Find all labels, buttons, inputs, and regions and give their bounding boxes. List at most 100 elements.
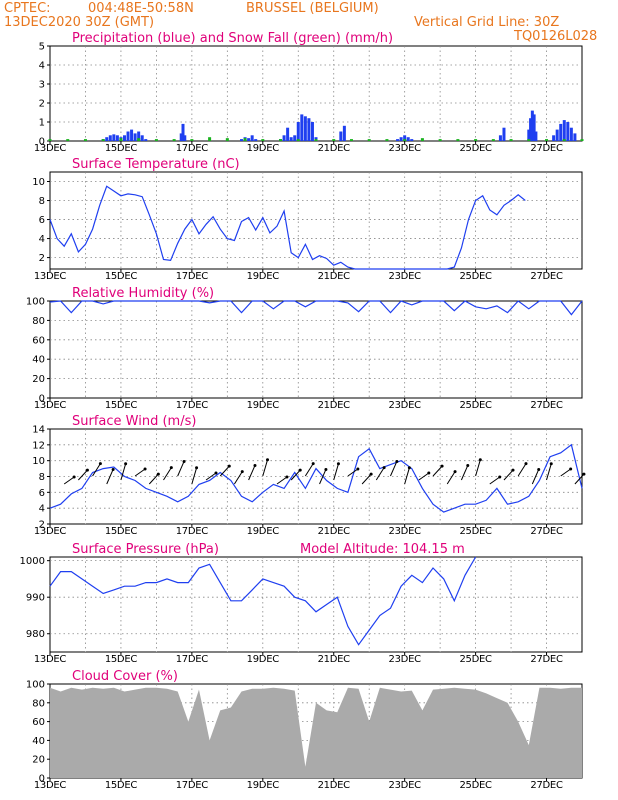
- snow-bar: [154, 139, 158, 141]
- wind-arrow-head: [511, 468, 515, 472]
- wind-arrow-head: [124, 462, 128, 466]
- x-tick-label: 17DEC: [176, 780, 209, 791]
- wind-arrow: [503, 469, 514, 481]
- wind-arrow: [517, 463, 527, 477]
- x-tick-label: 27DEC: [530, 143, 563, 154]
- y-tick-label: 40: [32, 355, 45, 366]
- wind-arrow-head: [356, 467, 360, 471]
- y-tick-label: 3: [39, 80, 45, 91]
- wind-arrow: [432, 465, 443, 477]
- wind-arrow: [489, 476, 501, 485]
- wind-arrow: [234, 471, 243, 485]
- precip-bar: [282, 135, 286, 141]
- wind-arrow: [262, 459, 268, 477]
- x-tick-label: 17DEC: [176, 526, 209, 537]
- panel-frame: [49, 45, 583, 142]
- snow-bar: [119, 138, 123, 141]
- x-tick-label: 21DEC: [318, 654, 351, 665]
- header-run: 13DEC2020 30Z (GMT): [4, 15, 154, 30]
- x-tick-label: 23DEC: [389, 654, 422, 665]
- x-tick-label: 23DEC: [389, 400, 422, 411]
- snow-bar: [48, 139, 52, 141]
- y-tick-label: 1000: [20, 556, 45, 567]
- precip-bar: [183, 135, 187, 141]
- precip-bar: [527, 129, 531, 141]
- y-tick-label: 4: [39, 504, 45, 515]
- y-tick-label: 8: [39, 472, 45, 483]
- x-tick-label: 21DEC: [318, 780, 351, 791]
- precip-bar: [130, 129, 134, 141]
- precip-bar: [108, 135, 112, 141]
- x-tick-label: 23DEC: [389, 271, 422, 282]
- precip-bar: [555, 129, 559, 141]
- wind-arrow: [446, 471, 456, 485]
- precip-bar: [310, 122, 314, 141]
- x-tick-label: 15DEC: [105, 526, 138, 537]
- series-line: [49, 556, 477, 646]
- wind-arrow: [475, 459, 481, 477]
- wind-arrow: [63, 476, 75, 485]
- cloud-area: [50, 687, 582, 778]
- x-tick-label: 25DEC: [459, 271, 492, 282]
- wind-arrow: [219, 465, 230, 477]
- y-tick-label: 990: [26, 593, 45, 604]
- precip-bar: [240, 139, 244, 141]
- wind-arrow-head: [466, 463, 470, 467]
- wind-arrow: [418, 472, 430, 481]
- precip-bar: [532, 114, 536, 141]
- x-tick-label: 21DEC: [318, 271, 351, 282]
- snow-bar: [367, 139, 371, 141]
- x-tick-label: 23DEC: [389, 780, 422, 791]
- y-tick-label: 10: [32, 456, 45, 467]
- precip-bar: [573, 133, 577, 141]
- x-tick-label: 17DEC: [176, 143, 209, 154]
- wind-arrow: [460, 465, 469, 481]
- header-station: BRUSSEL (BELGIUM): [246, 1, 379, 16]
- y-tick-label: 20: [32, 755, 45, 766]
- y-tick-label: 100: [26, 297, 45, 308]
- snow-bar: [66, 139, 70, 141]
- panel-title: Surface Pressure (hPa): [72, 542, 219, 557]
- precip-bar: [133, 133, 137, 141]
- x-tick-label: 19DEC: [247, 780, 280, 791]
- x-tick-label: 27DEC: [530, 526, 563, 537]
- x-tick-label: 27DEC: [530, 400, 563, 411]
- x-tick-label: 25DEC: [459, 143, 492, 154]
- wind-arrow-head: [395, 459, 399, 463]
- precip-bar: [569, 127, 573, 141]
- wind-arrow: [361, 473, 372, 485]
- wind-arrow: [546, 463, 552, 481]
- x-tick-label: 13DEC: [34, 400, 67, 411]
- precip-bar: [254, 139, 258, 141]
- wind-arrow-head: [214, 471, 218, 475]
- wind-arrow-head: [169, 466, 173, 470]
- wind-arrow: [319, 469, 327, 485]
- wind-arrow-head: [266, 458, 270, 462]
- wind-arrow-head: [440, 464, 444, 468]
- precip-bar: [296, 122, 300, 141]
- panel-frame: [49, 556, 583, 653]
- x-tick-label: 13DEC: [34, 526, 67, 537]
- header-coordinates: 004:48E-50:58N: [88, 1, 194, 16]
- precip-bar: [529, 118, 533, 141]
- wind-arrow: [560, 468, 571, 477]
- precip-bar: [300, 114, 304, 141]
- x-tick-label: 19DEC: [247, 526, 280, 537]
- y-tick-label: 40: [32, 736, 45, 747]
- wind-arrow-head: [72, 475, 76, 479]
- snow-bar: [403, 139, 407, 141]
- wind-arrow: [78, 469, 88, 481]
- y-tick-label: 12: [32, 440, 45, 451]
- x-tick-label: 19DEC: [247, 400, 280, 411]
- x-tick-label: 19DEC: [247, 271, 280, 282]
- snow-bar: [225, 138, 229, 141]
- wind-arrow-head: [324, 467, 328, 471]
- header-grid-note: Vertical Grid Line: 30Z: [414, 15, 559, 30]
- x-tick-label: 15DEC: [105, 271, 138, 282]
- snow-bar: [509, 139, 513, 141]
- precip-bar: [286, 127, 290, 141]
- wind-arrow: [177, 461, 185, 477]
- x-tick-label: 15DEC: [105, 400, 138, 411]
- precip-bar: [566, 122, 570, 141]
- y-tick-label: 5: [39, 42, 45, 53]
